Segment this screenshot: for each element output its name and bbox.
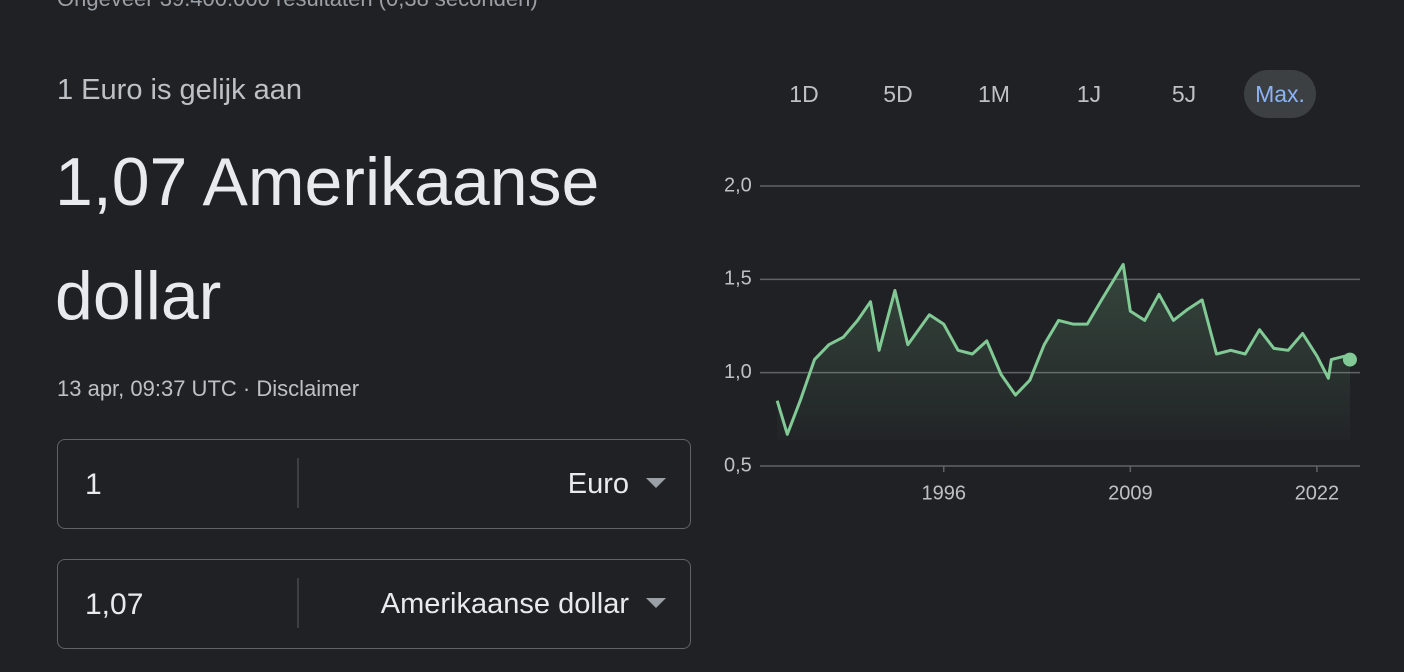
- y-tick-label: 1,0: [724, 361, 752, 383]
- y-tick-label: 2,0: [724, 174, 752, 196]
- dropdown-arrow[interactable]: [646, 598, 666, 608]
- from-field: 1 Euro: [57, 439, 691, 529]
- end-point: [1342, 352, 1357, 367]
- area-fill: [777, 264, 1350, 440]
- y-tick-label: 1,5: [724, 268, 752, 290]
- dropdown-arrow[interactable]: [646, 478, 666, 488]
- x-tick-label: 2022: [1295, 482, 1340, 504]
- to-currency-select[interactable]: Amerikaanse dollar: [380, 588, 629, 620]
- price-line: [775, 262, 1351, 436]
- disclaimer-link[interactable]: Disclaimer: [256, 376, 360, 401]
- field-divider: [297, 458, 299, 508]
- range-button[interactable]: 1J: [1076, 80, 1102, 107]
- converter-intro: 1 Euro is gelijk aan: [57, 74, 303, 106]
- range-button[interactable]: 1M: [978, 80, 1010, 107]
- results-count: Ongeveer 39.400.000 resultaten (0,38 sec…: [57, 0, 538, 12]
- timestamp: 13 apr, 09:37 UTC ·: [57, 376, 251, 401]
- range-button[interactable]: Max.: [1244, 70, 1316, 118]
- range-button[interactable]: 5J: [1171, 80, 1197, 107]
- timestamp-line: 13 apr, 09:37 UTC · Disclaimer: [57, 376, 359, 402]
- x-tick-label: 1996: [921, 482, 966, 504]
- from-amount-input[interactable]: 1: [85, 468, 102, 501]
- converter-result: 1,07 Amerikaanse dollar: [55, 144, 600, 334]
- field-divider: [297, 578, 299, 628]
- range-button[interactable]: 1D: [789, 80, 819, 107]
- from-currency-select[interactable]: Euro: [567, 468, 629, 500]
- to-field: 1,07 Amerikaanse dollar: [57, 559, 691, 649]
- x-tick-label: 2009: [1108, 482, 1153, 504]
- to-amount-input[interactable]: 1,07: [85, 588, 144, 621]
- range-button[interactable]: 5D: [883, 80, 913, 107]
- y-tick-label: 0,5: [724, 454, 752, 476]
